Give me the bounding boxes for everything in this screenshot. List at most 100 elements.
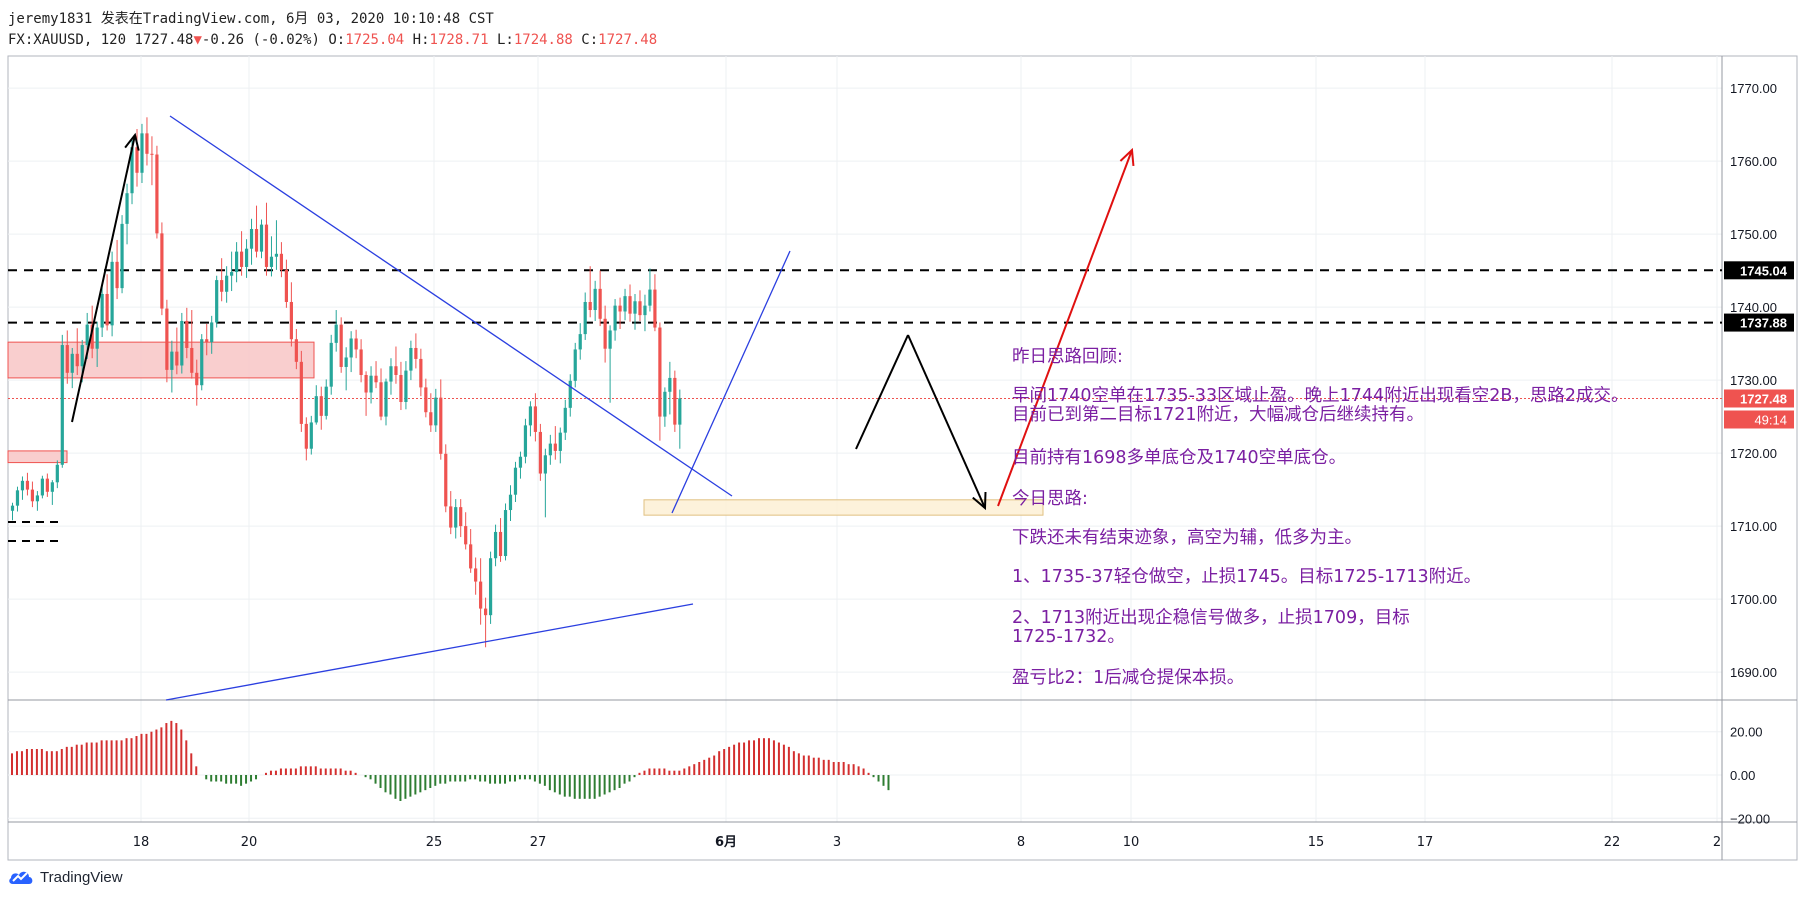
ohlc-legend: FX:XAUUSD, 120 1727.48▼-0.26 (-0.02%) O:… — [8, 32, 657, 48]
candle-body — [20, 480, 25, 491]
candle-body — [648, 289, 652, 306]
date-tick-label: 25 — [426, 835, 443, 850]
candle-body — [374, 375, 378, 383]
candle-body — [65, 345, 69, 373]
candle-body — [533, 406, 537, 432]
price-tick-label: 1770.00 — [1730, 81, 1777, 96]
candle-body — [90, 324, 94, 349]
osc-tick-label: 20.00 — [1730, 725, 1763, 740]
candle-body — [180, 320, 184, 366]
candle-body — [588, 301, 592, 311]
candle-body — [409, 347, 413, 371]
candle-body — [120, 223, 124, 289]
candle-body — [369, 375, 373, 393]
candle-body — [479, 581, 483, 609]
candle-body — [259, 224, 264, 252]
candle-body — [125, 193, 129, 224]
candle-body — [394, 366, 398, 375]
tradingview-logo[interactable]: TradingView — [8, 868, 123, 886]
candle-body — [419, 358, 423, 388]
date-tick-label: 2 — [1713, 835, 1721, 850]
candle-body — [488, 558, 493, 616]
price-change: -0.26 (-0.02%) — [201, 32, 320, 48]
candle-body — [484, 608, 488, 616]
candle-body — [384, 381, 388, 417]
candle-body — [135, 147, 139, 173]
candle-body — [279, 253, 284, 270]
candle-body — [593, 288, 597, 311]
candle-body — [454, 507, 458, 528]
candle-body — [235, 251, 239, 273]
candle-body — [643, 305, 647, 316]
candle-body — [543, 455, 547, 474]
last-price: 1727.48 — [134, 32, 194, 48]
symbol-label: FX:XAUUSD, 120 — [8, 32, 127, 48]
candle-body — [653, 289, 657, 328]
candle-body — [304, 423, 308, 449]
osc-tick-label: 0.00 — [1730, 768, 1755, 783]
candle-body — [85, 324, 89, 346]
price-tick-label: 1710.00 — [1730, 519, 1777, 534]
note-review-line-2: 目前已到第二目标1721附近，大幅减仓后继续持有。 — [1012, 405, 1425, 425]
candle-body — [623, 296, 627, 312]
candle-body — [334, 324, 338, 343]
candle-body — [130, 147, 134, 194]
candle-body — [269, 256, 274, 267]
countdown-label: 49:14 — [1754, 412, 1787, 427]
candle-body — [518, 456, 523, 468]
candle-body — [359, 349, 363, 375]
candle-body — [40, 478, 44, 496]
candle-body — [274, 253, 279, 257]
candle-body — [95, 327, 99, 349]
note-review-line-1: 早间1740空单在1735-33区域止盈。晚上1744附近出现看空2B，思路2成… — [1012, 386, 1629, 406]
candle-body — [434, 397, 438, 426]
candle-body — [444, 453, 448, 507]
candle-body — [573, 349, 577, 381]
candle-body — [399, 374, 403, 402]
note-position: 目前持有1698多单底仓及1740空单底仓。 — [1012, 448, 1347, 468]
date-tick-label: 27 — [530, 835, 547, 850]
candle-body — [155, 154, 159, 234]
candle-body — [319, 396, 323, 416]
candle-body — [55, 464, 59, 483]
candle-body — [165, 308, 169, 370]
candle-body — [578, 334, 582, 350]
date-tick-label: 15 — [1308, 835, 1325, 850]
candle-body — [15, 490, 20, 506]
candle-body — [294, 339, 298, 362]
candle-body — [220, 280, 224, 292]
trendline-down — [169, 115, 733, 497]
note-review-title: 昨日思路回顾: — [1012, 347, 1123, 367]
publish-title: jeremy1831 发表在TradingView.com, 6月 03, 20… — [8, 11, 494, 27]
cloud-logo-icon — [9, 871, 33, 884]
candle-body — [140, 133, 144, 173]
price-badge — [1724, 261, 1794, 280]
arrow-down-black-head — [972, 491, 987, 511]
trendline-channel — [671, 250, 791, 514]
candle-body — [35, 495, 39, 502]
candle-body — [538, 431, 542, 474]
candle-body — [160, 233, 164, 309]
high-value: 1728.71 — [429, 32, 489, 48]
candle-body — [668, 377, 672, 392]
candle-body — [205, 339, 209, 343]
candle-body — [45, 478, 49, 492]
candle-body — [364, 374, 368, 393]
candle-body — [349, 338, 353, 358]
candle-body — [603, 318, 607, 349]
candle-body — [608, 330, 612, 349]
date-tick-label: 18 — [133, 835, 150, 850]
candle-body — [25, 480, 30, 490]
candle-body — [513, 467, 518, 495]
candle-body — [230, 272, 234, 276]
candle-body — [210, 322, 214, 343]
candle-body — [464, 526, 468, 545]
price-badge-label: 1745.04 — [1740, 263, 1788, 278]
candle-body — [449, 506, 453, 528]
candle-body — [175, 351, 179, 366]
note-plan-1: 1、1735-37轻仓做空，止损1745。目标1725-1713附近。 — [1012, 567, 1482, 587]
candle-body — [439, 397, 443, 454]
candle-body — [424, 387, 428, 413]
candle-body — [264, 224, 269, 267]
